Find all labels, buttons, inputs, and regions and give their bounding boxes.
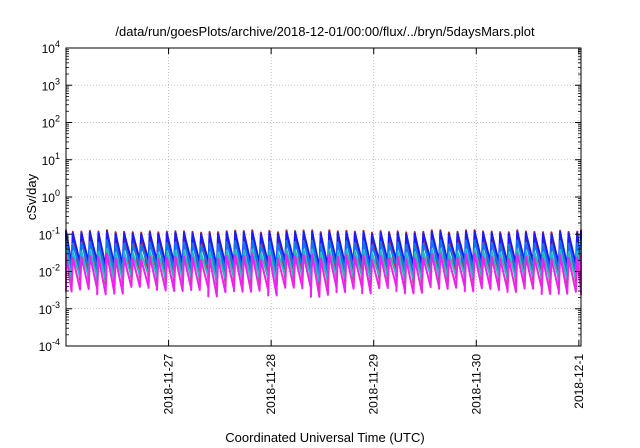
x-tick-label: 2018-11-28 — [264, 354, 278, 415]
chart-title: /data/run/goesPlots/archive/2018-12-01/0… — [115, 24, 535, 39]
series-line — [65, 252, 582, 298]
y-tick-label: 10-3 — [39, 300, 60, 317]
x-tick-label: 2018-12-1 — [572, 354, 586, 409]
series-group — [65, 229, 582, 298]
x-tick-label: 2018-11-29 — [367, 354, 381, 415]
y-tick-label: 104 — [42, 39, 60, 56]
ticks — [66, 47, 581, 347]
y-tick-label: 10-1 — [39, 225, 60, 242]
y-axis-label: cSv/day — [24, 173, 39, 220]
y-tick-label: 100 — [42, 188, 60, 205]
x-tick-labels: 2018-11-27 2018-11-28 2018-11-29 2018-11-30… — [162, 354, 586, 415]
y-tick-label: 10-4 — [39, 337, 60, 354]
y-tick-label: 10-2 — [39, 263, 60, 280]
plot-frame — [65, 47, 582, 347]
y-tick-labels: 10-4 10-3 10-2 10-1 100 101 102 103 104 — [39, 39, 60, 354]
x-axis-label: Coordinated Universal Time (UTC) — [225, 430, 424, 445]
y-tick-label: 102 — [42, 114, 60, 131]
y-tick-label: 103 — [42, 76, 60, 93]
x-tick-label: 2018-11-30 — [469, 354, 483, 415]
grid — [66, 48, 581, 346]
x-tick-label: 2018-11-27 — [162, 354, 176, 415]
y-tick-label: 101 — [42, 151, 60, 168]
